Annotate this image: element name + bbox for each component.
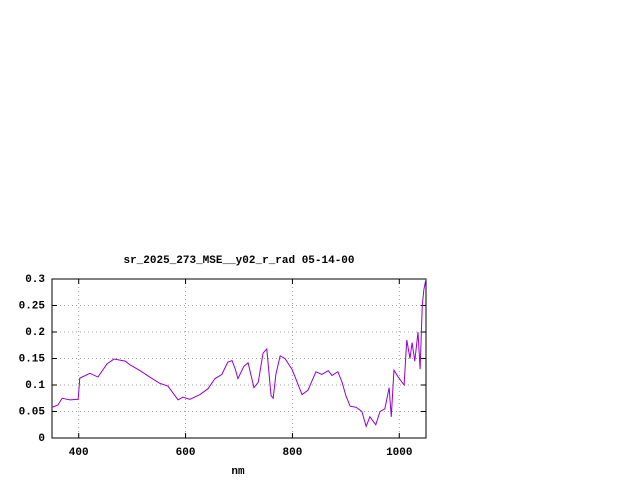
x-tick-label: 1000 bbox=[386, 447, 412, 459]
x-tick-label: 400 bbox=[69, 447, 89, 459]
y-tick-label: 0.15 bbox=[19, 353, 46, 365]
y-tick-label: 0.3 bbox=[25, 274, 45, 286]
x-axis-label: nm bbox=[231, 466, 245, 478]
plot-frame bbox=[51, 278, 427, 439]
x-tick-label: 600 bbox=[176, 447, 196, 459]
chart-title: sr_2025_273_MSE__y02_r_rad 05-14-00 bbox=[123, 255, 354, 267]
x-tick-label: 800 bbox=[283, 447, 303, 459]
y-tick-label: 0 bbox=[38, 433, 45, 445]
y-tick-label: 0.25 bbox=[19, 300, 46, 312]
y-tick-label: 0.2 bbox=[25, 327, 45, 339]
y-tick-label: 0.05 bbox=[19, 406, 46, 418]
y-tick-label: 0.1 bbox=[25, 380, 45, 392]
data-line bbox=[51, 278, 427, 428]
